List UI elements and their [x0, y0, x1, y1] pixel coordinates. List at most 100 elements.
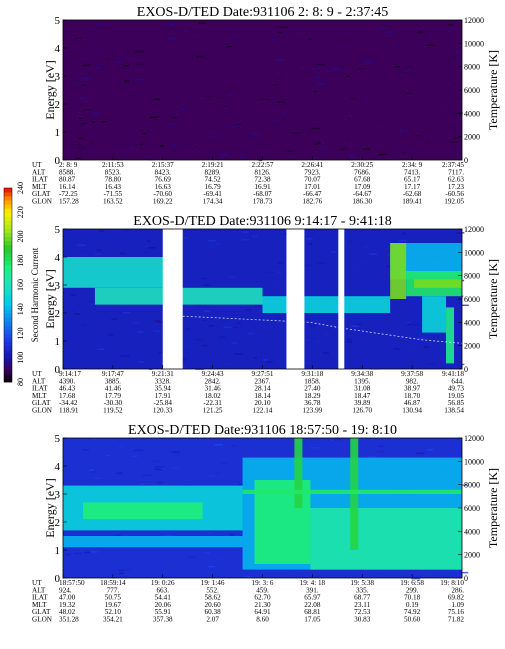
- spectrogram-cell: [417, 31, 424, 33]
- spectrogram-cell: [83, 109, 92, 111]
- table-cell: 18.29: [304, 392, 321, 400]
- spectrogram-cell: [284, 233, 289, 235]
- spectrogram-cell: [277, 101, 285, 103]
- table-cell: 74.52: [205, 176, 222, 184]
- spectrogram-cell: [254, 305, 261, 307]
- table-cell: 7117.: [448, 168, 464, 176]
- y2-tick-label: 10000: [464, 39, 484, 48]
- spectrogram-cell: [307, 38, 312, 40]
- spectrogram-cell: [274, 119, 281, 121]
- table-cell: 9:27:51: [252, 370, 274, 378]
- spectrogram-cell: [102, 571, 110, 573]
- spectrogram-cell: [348, 155, 357, 157]
- table-cell: 17.01: [304, 183, 321, 191]
- spectrogram-cell: [194, 338, 204, 341]
- spectrogram-cell: [208, 325, 215, 327]
- spectrogram-cell: [304, 264, 312, 267]
- spectrogram-cell: [180, 108, 187, 111]
- spectrogram-band: [422, 296, 447, 333]
- ephemeris-table: UT 2: 8: 9 2:11:53 2:15:37 2:19:21 2:22:57 2:2…: [32, 161, 464, 206]
- table-cell: 20.06: [155, 601, 172, 609]
- panel-3: EXOS-D/TED Date:931106 18:57:50 - 19: 8:…: [32, 423, 500, 624]
- colorbar-tick-label: 200: [16, 231, 25, 243]
- y-tick-label: 3: [55, 489, 61, 501]
- table-cell: 35.94: [155, 385, 172, 393]
- y2-tick-label: 10000: [464, 248, 484, 257]
- table-cell: 36.78: [304, 399, 321, 407]
- table-cell: 2842.: [205, 377, 221, 385]
- spectrogram-cell: [461, 304, 469, 307]
- spectrogram-cell: [461, 484, 468, 486]
- spectrogram-cell: [196, 56, 204, 58]
- table-cell: 2:22:57: [252, 161, 274, 169]
- spectrogram-cell: [203, 319, 207, 322]
- spectrogram-cell: [406, 344, 416, 346]
- spectrogram-cell: [424, 140, 431, 143]
- table-cell: 19: 3: 6: [252, 579, 274, 587]
- spectrogram-band: [414, 279, 462, 288]
- colorbar-tick-label: 120: [16, 328, 25, 340]
- ephemeris-table: UT 18:57:50 18:59:14 19: 0:26 19: 1:46 19: 3:…: [32, 579, 464, 624]
- spectrogram-cell: [313, 153, 317, 156]
- spectrogram-cell: [116, 472, 123, 474]
- colorbar-segment: [4, 220, 12, 225]
- spectrogram-cell: [266, 271, 276, 273]
- spectrogram-cell: [316, 63, 326, 66]
- spectrogram-cell: [415, 452, 425, 455]
- spectrogram-cell: [378, 445, 384, 447]
- colorbar-segment: [4, 240, 12, 245]
- spectrogram-cell: [223, 363, 232, 365]
- spectrogram-cell: [398, 448, 406, 450]
- table-cell: 60.38: [205, 608, 222, 616]
- spectrogram-cell: [361, 119, 366, 121]
- spectrogram-cell: [362, 148, 370, 150]
- table-cell: 17.05: [304, 616, 321, 624]
- y-tick-label: 0: [55, 364, 61, 376]
- table-cell: 18:57:50: [59, 579, 85, 587]
- spectrogram-cell: [184, 546, 189, 549]
- panel-1: EXOS-D/TED Date:931106 2: 8: 9 - 2:37:45…: [32, 5, 500, 206]
- spectrogram-cell: [343, 37, 352, 40]
- spectrogram-cell: [106, 454, 110, 457]
- spectrogram-cell: [118, 445, 124, 448]
- spectrogram-cell: [103, 347, 109, 350]
- ephemeris-table: UT 9:14:17 9:17:47 9:21:31 9:24:43 9:27:51 9:3…: [32, 370, 464, 415]
- spectrogram-cell: [203, 95, 213, 98]
- table-cell: 17.79: [105, 392, 122, 400]
- table-cell: -69.41: [203, 190, 222, 198]
- table-cell: 121.25: [203, 407, 223, 415]
- y2-tick-label: 6000: [464, 86, 480, 95]
- colorbar-segment: [4, 353, 12, 359]
- spectrogram-cell: [214, 471, 221, 474]
- y2-tick-label: 2000: [464, 133, 480, 142]
- spectrogram-cell: [198, 22, 206, 25]
- spectrogram-cell: [323, 313, 330, 315]
- spectrogram-cell: [365, 54, 372, 57]
- spectrogram-cell: [92, 112, 100, 114]
- table-cell: 31.46: [205, 385, 222, 393]
- table-cell: -34.42: [59, 399, 78, 407]
- spectrogram-cell: [89, 141, 95, 144]
- spectrogram-cell: [154, 468, 164, 471]
- y-tick-label: 1: [55, 127, 61, 139]
- spectrogram-cell: [366, 61, 374, 64]
- spectrogram-cell: [177, 36, 185, 39]
- row-label-mlt: MLT: [32, 601, 47, 609]
- spectrogram-cell: [229, 276, 236, 278]
- spectrogram-cell: [357, 38, 366, 41]
- spectrogram-cell: [122, 311, 131, 314]
- colorbar-segment: [4, 345, 12, 351]
- spectrogram-cell: [138, 65, 144, 68]
- spectrogram-cell: [424, 346, 429, 348]
- spectrogram-cell: [171, 144, 178, 147]
- spectrogram-cell: [74, 37, 83, 39]
- spectrogram-cell: [217, 558, 224, 560]
- table-cell: 178.73: [253, 198, 273, 206]
- table-cell: -64.67: [353, 190, 372, 198]
- spectrogram-cell: [186, 328, 190, 330]
- table-cell: -30.30: [104, 399, 123, 407]
- table-cell: 17.09: [354, 183, 371, 191]
- spectrogram-texture: [67, 22, 463, 162]
- y2-tick-label: 4000: [464, 109, 480, 118]
- spectrogram-cell: [134, 50, 144, 53]
